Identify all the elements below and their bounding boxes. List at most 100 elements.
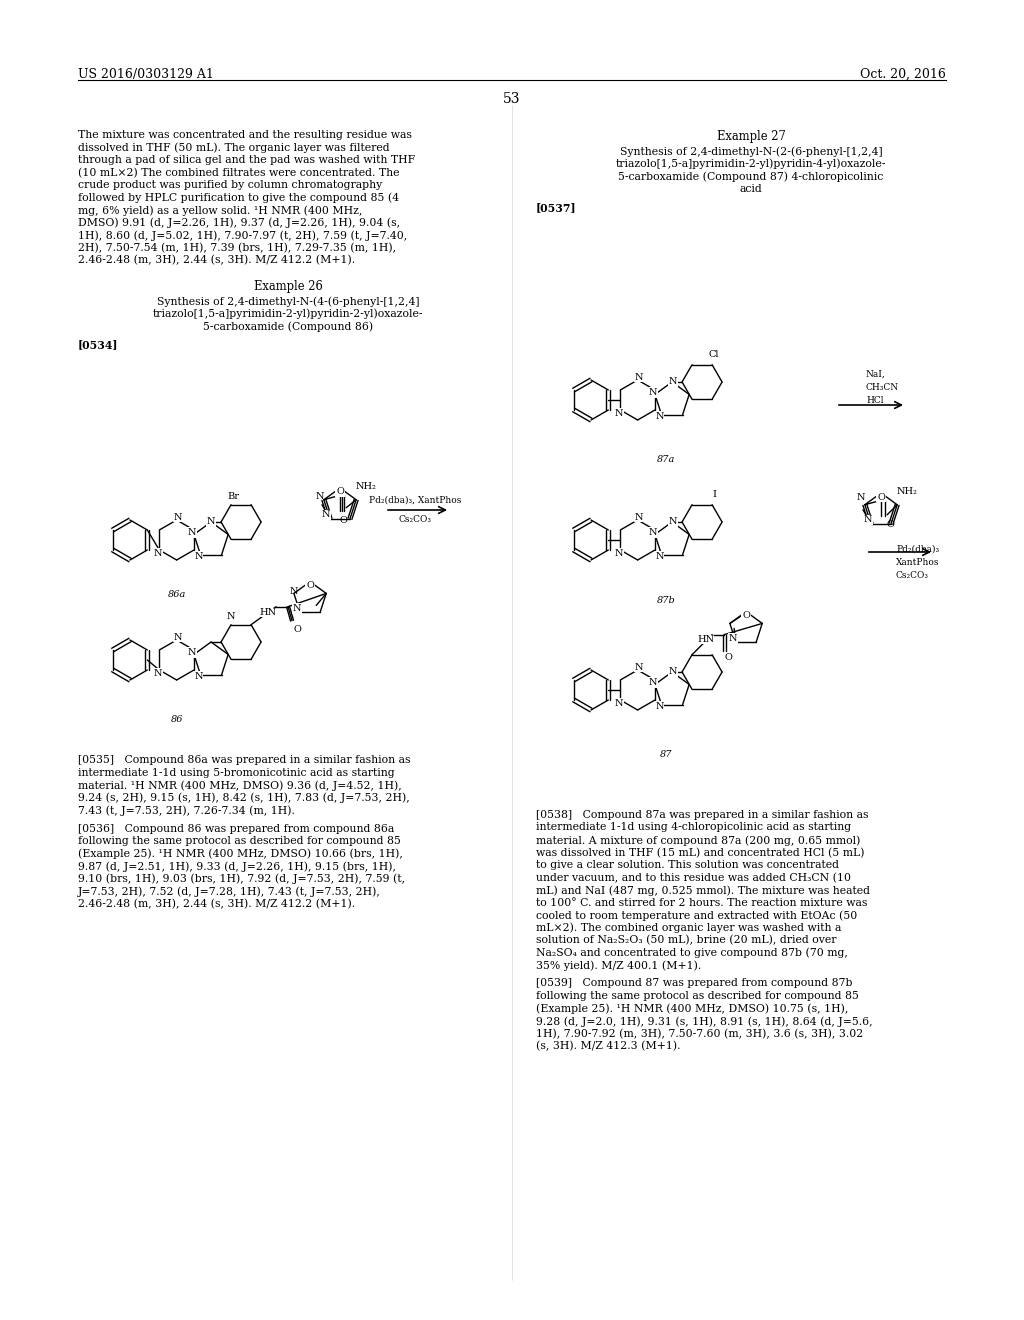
Text: 86: 86 (170, 715, 183, 723)
Text: 87: 87 (659, 750, 672, 759)
Text: (Example 25). ¹H NMR (400 MHz, DMSO) 10.75 (s, 1H),: (Example 25). ¹H NMR (400 MHz, DMSO) 10.… (536, 1003, 848, 1014)
Text: triazolo[1,5-a]pyrimidin-2-yl)pyridin-2-yl)oxazole-: triazolo[1,5-a]pyrimidin-2-yl)pyridin-2-… (153, 309, 423, 319)
Text: 9.24 (s, 2H), 9.15 (s, 1H), 8.42 (s, 1H), 7.83 (d, J=7.53, 2H),: 9.24 (s, 2H), 9.15 (s, 1H), 8.42 (s, 1H)… (78, 792, 410, 803)
Text: 2.46-2.48 (m, 3H), 2.44 (s, 3H). M/Z 412.2 (M+1).: 2.46-2.48 (m, 3H), 2.44 (s, 3H). M/Z 412… (78, 899, 355, 909)
Text: (Example 25). ¹H NMR (400 MHz, DMSO) 10.66 (brs, 1H),: (Example 25). ¹H NMR (400 MHz, DMSO) 10.… (78, 849, 402, 859)
Text: (s, 3H). M/Z 412.3 (M+1).: (s, 3H). M/Z 412.3 (M+1). (536, 1041, 681, 1051)
Text: 86a: 86a (168, 590, 185, 599)
Text: Pd₂(dba)₃, XantPhos: Pd₂(dba)₃, XantPhos (369, 496, 461, 506)
Text: O: O (306, 581, 314, 590)
Text: I: I (712, 490, 716, 499)
Text: was dissolved in THF (15 mL) and concentrated HCl (5 mL): was dissolved in THF (15 mL) and concent… (536, 847, 864, 858)
Text: 1H), 8.60 (d, J=5.02, 1H), 7.90-7.97 (t, 2H), 7.59 (t, J=7.40,: 1H), 8.60 (d, J=5.02, 1H), 7.90-7.97 (t,… (78, 230, 408, 240)
Text: O: O (724, 652, 732, 661)
Text: [0534]: [0534] (78, 339, 119, 351)
Text: 87a: 87a (656, 455, 675, 465)
Text: 9.10 (brs, 1H), 9.03 (brs, 1H), 7.92 (d, J=7.53, 2H), 7.59 (t,: 9.10 (brs, 1H), 9.03 (brs, 1H), 7.92 (d,… (78, 874, 406, 884)
Text: following the same protocol as described for compound 85: following the same protocol as described… (78, 836, 400, 846)
Text: 9.28 (d, J=2.0, 1H), 9.31 (s, 1H), 8.91 (s, 1H), 8.64 (d, J=5.6,: 9.28 (d, J=2.0, 1H), 9.31 (s, 1H), 8.91 … (536, 1016, 872, 1027)
Text: material. ¹H NMR (400 MHz, DMSO) 9.36 (d, J=4.52, 1H),: material. ¹H NMR (400 MHz, DMSO) 9.36 (d… (78, 780, 401, 791)
Text: N: N (864, 515, 872, 524)
Text: N: N (173, 632, 182, 642)
Text: 5-carboxamide (Compound 87) 4-chloropicolinic: 5-carboxamide (Compound 87) 4-chloropico… (618, 172, 884, 182)
Text: to give a clear solution. This solution was concentrated: to give a clear solution. This solution … (536, 861, 839, 870)
Text: followed by HPLC purification to give the compound 85 (4: followed by HPLC purification to give th… (78, 193, 399, 203)
Text: N: N (173, 512, 182, 521)
Text: 35% yield). M/Z 400.1 (M+1).: 35% yield). M/Z 400.1 (M+1). (536, 960, 701, 970)
Text: Cs₂CO₃: Cs₂CO₃ (896, 572, 929, 579)
Text: N: N (315, 492, 325, 500)
Text: XantPhos: XantPhos (896, 558, 939, 568)
Text: N: N (195, 672, 203, 681)
Text: NH₂: NH₂ (897, 487, 918, 496)
Text: Pd₂(dba)₃: Pd₂(dba)₃ (896, 545, 939, 554)
Text: US 2016/0303129 A1: US 2016/0303129 A1 (78, 69, 214, 81)
Text: O: O (742, 611, 750, 620)
Text: Cl: Cl (709, 350, 719, 359)
Text: N: N (669, 378, 677, 387)
Text: HN: HN (259, 609, 276, 618)
Text: NH₂: NH₂ (355, 482, 377, 491)
Text: O: O (336, 487, 344, 496)
Text: 87b: 87b (656, 597, 676, 605)
Text: intermediate 1-1d using 5-bromonicotinic acid as starting: intermediate 1-1d using 5-bromonicotinic… (78, 767, 394, 777)
Text: N: N (669, 668, 677, 676)
Text: N: N (648, 388, 657, 397)
Text: Synthesis of 2,4-dimethyl-N-(2-(6-phenyl-[1,2,4]: Synthesis of 2,4-dimethyl-N-(2-(6-phenyl… (620, 147, 883, 157)
Text: N: N (635, 372, 643, 381)
Text: N: N (669, 517, 677, 527)
Text: Br: Br (227, 492, 239, 502)
Text: Na₂SO₄ and concentrated to give compound 87b (70 mg,: Na₂SO₄ and concentrated to give compound… (536, 948, 848, 958)
Text: under vacuum, and to this residue was added CH₃CN (10: under vacuum, and to this residue was ad… (536, 873, 851, 883)
Text: N: N (648, 678, 657, 686)
Text: N: N (187, 648, 197, 657)
Text: N: N (293, 605, 301, 612)
Text: HCl: HCl (866, 396, 884, 405)
Text: material. A mixture of compound 87a (200 mg, 0.65 mmol): material. A mixture of compound 87a (200… (536, 836, 860, 846)
Text: N: N (207, 517, 215, 527)
Text: (10 mL×2) The combined filtrates were concentrated. The: (10 mL×2) The combined filtrates were co… (78, 168, 399, 178)
Text: Example 27: Example 27 (717, 129, 785, 143)
Text: [0538]   Compound 87a was prepared in a similar fashion as: [0538] Compound 87a was prepared in a si… (536, 810, 868, 820)
Text: cooled to room temperature and extracted with EtOAc (50: cooled to room temperature and extracted… (536, 909, 857, 920)
Text: DMSO) 9.91 (d, J=2.26, 1H), 9.37 (d, J=2.26, 1H), 9.04 (s,: DMSO) 9.91 (d, J=2.26, 1H), 9.37 (d, J=2… (78, 218, 400, 228)
Text: 53: 53 (503, 92, 521, 106)
Text: The mixture was concentrated and the resulting residue was: The mixture was concentrated and the res… (78, 129, 412, 140)
Text: N: N (187, 528, 197, 537)
Text: Oct. 20, 2016: Oct. 20, 2016 (860, 69, 946, 81)
Text: 5-carboxamide (Compound 86): 5-carboxamide (Compound 86) (203, 321, 373, 331)
Text: O: O (293, 624, 301, 634)
Text: N: N (195, 552, 203, 561)
Text: J=7.53, 2H), 7.52 (d, J=7.28, 1H), 7.43 (t, J=7.53, 2H),: J=7.53, 2H), 7.52 (d, J=7.28, 1H), 7.43 … (78, 886, 381, 896)
Text: 2.46-2.48 (m, 3H), 2.44 (s, 3H). M/Z 412.2 (M+1).: 2.46-2.48 (m, 3H), 2.44 (s, 3H). M/Z 412… (78, 255, 355, 265)
Text: O: O (887, 520, 895, 529)
Text: acid: acid (739, 183, 763, 194)
Text: HN: HN (697, 635, 714, 644)
Text: O: O (340, 516, 348, 525)
Text: [0539]   Compound 87 was prepared from compound 87b: [0539] Compound 87 was prepared from com… (536, 978, 853, 989)
Text: 7.43 (t, J=7.53, 2H), 7.26-7.34 (m, 1H).: 7.43 (t, J=7.53, 2H), 7.26-7.34 (m, 1H). (78, 805, 295, 816)
Text: Synthesis of 2,4-dimethyl-N-(4-(6-phenyl-[1,2,4]: Synthesis of 2,4-dimethyl-N-(4-(6-phenyl… (157, 296, 419, 306)
Text: mg, 6% yield) as a yellow solid. ¹H NMR (400 MHz,: mg, 6% yield) as a yellow solid. ¹H NMR … (78, 205, 362, 215)
Text: through a pad of silica gel and the pad was washed with THF: through a pad of silica gel and the pad … (78, 154, 416, 165)
Text: N: N (322, 511, 331, 519)
Text: N: N (615, 549, 624, 557)
Text: mL) and NaI (487 mg, 0.525 mmol). The mixture was heated: mL) and NaI (487 mg, 0.525 mmol). The mi… (536, 884, 870, 895)
Text: solution of Na₂S₂O₃ (50 mL), brine (20 mL), dried over: solution of Na₂S₂O₃ (50 mL), brine (20 m… (536, 935, 837, 945)
Text: 9.87 (d, J=2.51, 1H), 9.33 (d, J=2.26, 1H), 9.15 (brs, 1H),: 9.87 (d, J=2.51, 1H), 9.33 (d, J=2.26, 1… (78, 861, 396, 871)
Text: [0536]   Compound 86 was prepared from compound 86a: [0536] Compound 86 was prepared from com… (78, 824, 394, 833)
Text: N: N (655, 552, 664, 561)
Text: 1H), 7.90-7.92 (m, 3H), 7.50-7.60 (m, 3H), 3.6 (s, 3H), 3.02: 1H), 7.90-7.92 (m, 3H), 7.50-7.60 (m, 3H… (536, 1028, 863, 1039)
Text: following the same protocol as described for compound 85: following the same protocol as described… (536, 991, 859, 1001)
Text: [0537]: [0537] (536, 202, 577, 213)
Text: N: N (290, 587, 298, 597)
Text: N: N (635, 512, 643, 521)
Text: N: N (635, 663, 643, 672)
Text: Example 26: Example 26 (254, 280, 323, 293)
Text: N: N (226, 612, 236, 622)
Text: NaI,: NaI, (866, 370, 886, 379)
Text: triazolo[1,5-a]pyrimidin-2-yl)pyridin-4-yl)oxazole-: triazolo[1,5-a]pyrimidin-2-yl)pyridin-4-… (615, 158, 886, 169)
Text: N: N (615, 698, 624, 708)
Text: Cs₂CO₃: Cs₂CO₃ (398, 515, 431, 524)
Text: CH₃CN: CH₃CN (866, 383, 899, 392)
